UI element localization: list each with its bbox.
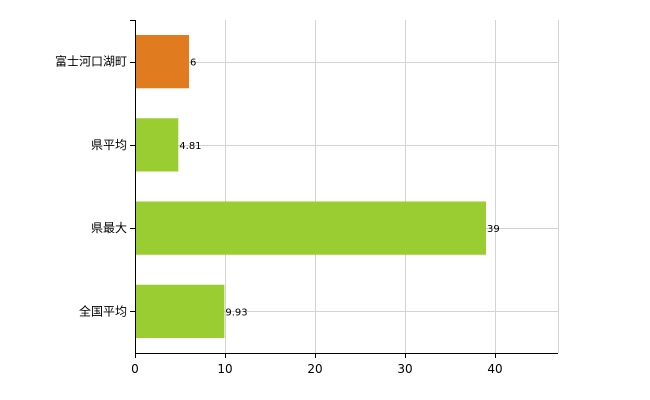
- data-label: 4.81: [179, 141, 201, 152]
- category-label: 全国平均: [79, 303, 127, 318]
- category-label: 県最大: [91, 221, 127, 235]
- bar: [135, 284, 225, 339]
- x-tick-label: 0: [131, 362, 139, 376]
- x-tick-label: 30: [397, 362, 412, 376]
- data-label: 6: [190, 58, 196, 69]
- category-label: 県平均: [91, 138, 127, 152]
- data-label: 9.93: [225, 307, 247, 318]
- grid-layer: [135, 20, 559, 353]
- bar: [135, 34, 189, 89]
- category-label: 富士河口湖町: [55, 54, 127, 69]
- bar-layer: [135, 34, 486, 339]
- bar: [135, 118, 179, 172]
- x-tick-label: 20: [307, 362, 322, 376]
- bar: [135, 201, 486, 255]
- data-label: 39: [487, 224, 500, 235]
- axis-layer: [130, 20, 558, 358]
- x-tick-label: 40: [487, 362, 502, 376]
- x-tick-label: 10: [217, 362, 232, 376]
